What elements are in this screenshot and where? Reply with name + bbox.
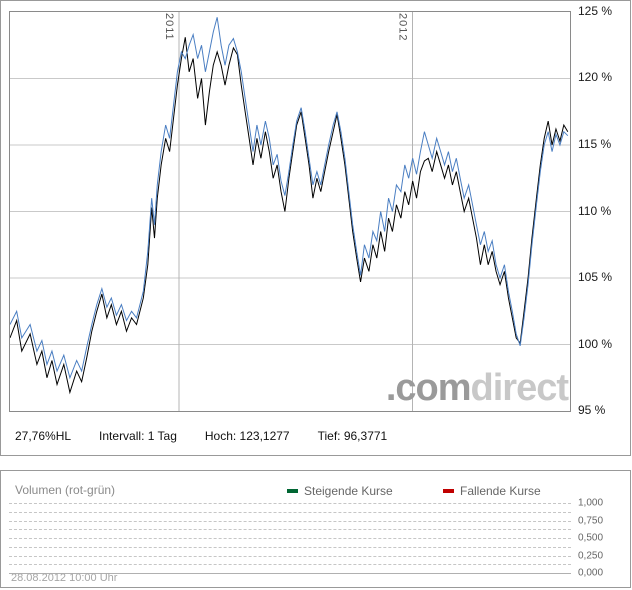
volume-y-tick: 0,000 bbox=[578, 567, 604, 579]
volume-panel: Volumen (rot-grün) Steigende Kurse Fallen… bbox=[0, 470, 631, 588]
volume-gridline bbox=[9, 529, 571, 531]
legend-swatch-icon bbox=[443, 489, 454, 493]
price-y-tick: 105 % bbox=[578, 269, 613, 284]
volume-gridline bbox=[9, 573, 571, 574]
volume-gridline bbox=[9, 555, 571, 557]
legend-label: Steigende Kurse bbox=[304, 484, 393, 498]
price-y-tick: 110 % bbox=[578, 203, 612, 218]
volume-gridline bbox=[9, 503, 571, 504]
stats-bar: 27,76%HL Intervall: 1 Tag Hoch: 123,1277… bbox=[15, 429, 387, 443]
watermark-light-part: direct bbox=[470, 367, 569, 409]
stat-high: Hoch: 123,1277 bbox=[204, 429, 290, 443]
legend-label: Fallende Kurse bbox=[460, 484, 541, 498]
x-gridline-label: 2012 bbox=[396, 13, 409, 42]
legend-swatch-icon bbox=[287, 489, 298, 493]
x-gridline-label: 2011 bbox=[163, 13, 176, 41]
stat-hl: 27,76%HL bbox=[15, 429, 72, 443]
volume-gridline bbox=[9, 511, 571, 513]
volume-header: Volumen (rot-grün) Steigende Kurse Fallen… bbox=[15, 483, 615, 499]
price-y-axis: 125 % 120 % 115 % 110 % 105 % 100 % 95 % bbox=[578, 4, 630, 417]
comdirect-watermark: .comdirect bbox=[385, 367, 569, 409]
price-y-tick: 95 % bbox=[578, 403, 606, 417]
price-y-tick: 125 % bbox=[578, 4, 613, 18]
legend-item: Steigende Kurse bbox=[287, 484, 393, 498]
volume-title: Volumen (rot-grün) bbox=[15, 483, 116, 497]
volume-y-tick: 0,750 bbox=[578, 515, 604, 526]
stat-low: Tief: 96,3771 bbox=[317, 429, 388, 443]
price-line-kurs-schwarz bbox=[10, 37, 569, 395]
watermark-dark-part: .com bbox=[385, 367, 472, 409]
legend-item: Fallende Kurse bbox=[443, 484, 541, 498]
volume-gridline bbox=[9, 546, 571, 548]
volume-plot-area bbox=[9, 503, 571, 574]
timestamp: 28.08.2012 10:00 Uhr bbox=[11, 572, 118, 584]
price-plot-area: 2011 2012 .comdirect bbox=[9, 11, 571, 412]
price-chart-svg bbox=[10, 12, 570, 411]
volume-y-tick: 0,250 bbox=[578, 550, 604, 561]
volume-gridline bbox=[9, 564, 571, 566]
volume-gridline bbox=[9, 538, 571, 539]
volume-y-axis: 1,000 0,750 0,500 0,250 0,000 bbox=[578, 498, 628, 579]
price-line-vergleich-blau bbox=[10, 17, 569, 380]
price-y-tick: 120 % bbox=[578, 70, 613, 85]
price-chart-panel: 2011 2012 .comdirect 125 % 120 % 115 % 110 %… bbox=[0, 0, 631, 456]
volume-gridline bbox=[9, 520, 571, 522]
stat-interval: Intervall: 1 Tag bbox=[99, 429, 177, 443]
volume-y-tick: 0,500 bbox=[578, 532, 604, 544]
price-y-tick: 115 % bbox=[578, 136, 612, 151]
price-y-tick: 100 % bbox=[578, 336, 613, 351]
volume-y-tick: 1,000 bbox=[578, 497, 604, 509]
